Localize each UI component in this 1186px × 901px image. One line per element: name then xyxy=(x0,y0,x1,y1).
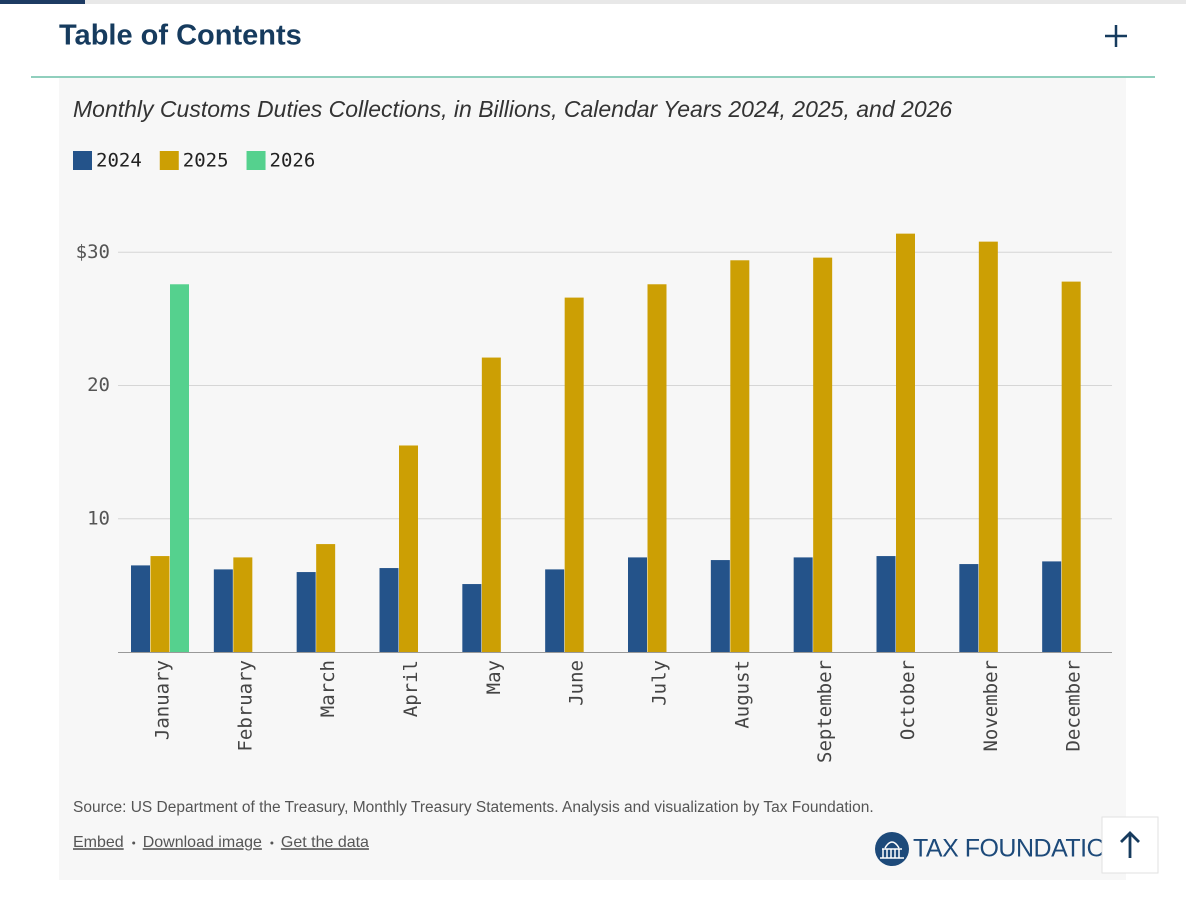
y-tick-label: 20 xyxy=(87,374,110,396)
logo: TAX FOUNDATION xyxy=(875,832,1124,866)
footer-link[interactable]: Embed xyxy=(73,834,124,851)
bar xyxy=(462,584,482,652)
bar xyxy=(876,556,896,652)
plot: 10 20 $30 January February March April May June J… xyxy=(76,233,1112,763)
bar xyxy=(710,560,730,652)
bar xyxy=(150,556,170,652)
x-tick-label: December xyxy=(1063,660,1085,752)
links: Embed Download image Get the data xyxy=(73,834,369,851)
link-separator xyxy=(132,841,136,845)
link-separator xyxy=(270,841,274,845)
x-tick-label: August xyxy=(731,660,753,729)
back-to-top[interactable] xyxy=(1101,816,1159,874)
bar xyxy=(1061,281,1081,652)
bar xyxy=(316,544,336,652)
bar xyxy=(628,557,647,652)
bar xyxy=(647,284,667,652)
bar xyxy=(545,569,565,652)
legend-label: 2025 xyxy=(183,150,229,172)
bar xyxy=(213,569,233,652)
bar xyxy=(233,557,253,652)
toc-title: Table of Contents xyxy=(59,20,302,52)
y-tick-label: $30 xyxy=(76,241,110,263)
bar xyxy=(813,257,833,652)
footer-link[interactable]: Download image xyxy=(143,834,262,851)
legend-swatch xyxy=(73,151,92,170)
x-tick-label: February xyxy=(234,660,256,752)
legend-swatch xyxy=(159,151,179,170)
legend: 2024 2025 2026 xyxy=(73,150,315,172)
top-bar-accent xyxy=(0,0,85,4)
footer-link[interactable]: Get the data xyxy=(281,834,369,851)
x-tick-label: March xyxy=(317,660,339,717)
bar xyxy=(399,445,418,652)
bar xyxy=(481,357,501,652)
bar xyxy=(730,260,750,652)
x-tick-label: May xyxy=(483,660,505,694)
bar xyxy=(959,564,979,652)
logo-text: TAX FOUNDATION xyxy=(913,835,1123,863)
legend-swatch xyxy=(246,151,266,170)
bar xyxy=(978,241,998,652)
y-tick-label: 10 xyxy=(87,507,110,529)
bar xyxy=(564,297,584,652)
bar xyxy=(296,572,316,652)
bar xyxy=(1042,561,1062,652)
legend-label: 2026 xyxy=(270,150,316,172)
bar xyxy=(131,565,150,652)
x-tick-label: November xyxy=(980,660,1002,752)
x-tick-label: June xyxy=(566,660,588,706)
x-tick-label: September xyxy=(814,660,836,763)
bar xyxy=(793,557,813,652)
x-tick-label: October xyxy=(897,660,919,740)
bar xyxy=(379,568,399,652)
expand-icon[interactable] xyxy=(1105,25,1127,47)
bar xyxy=(896,233,915,652)
top-bar xyxy=(0,0,1186,4)
source-note: Source: US Department of the Treasury, M… xyxy=(73,799,874,816)
chart-title: Monthly Customs Duties Collections, in B… xyxy=(73,96,952,122)
chart-card xyxy=(59,78,1126,880)
x-tick-label: July xyxy=(649,660,671,706)
bar xyxy=(170,284,189,652)
x-tick-label: April xyxy=(400,660,422,717)
x-tick-label: January xyxy=(152,660,174,740)
legend-label: 2024 xyxy=(96,150,142,172)
